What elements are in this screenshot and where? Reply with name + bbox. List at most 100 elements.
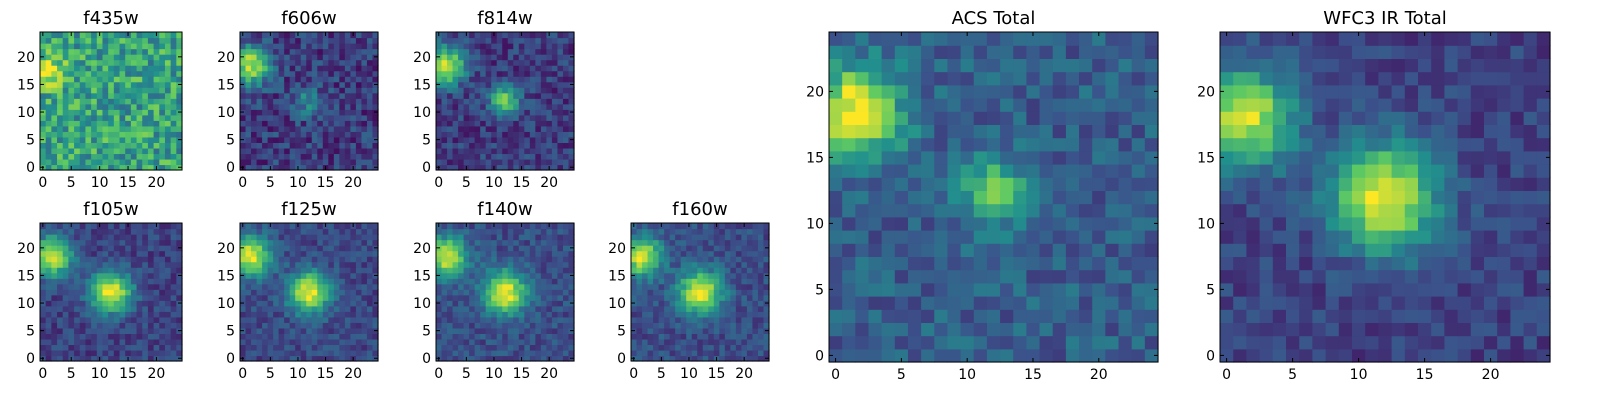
heatmap-cell	[267, 109, 274, 116]
heatmap-cell	[119, 267, 126, 274]
heatmap-cell	[147, 87, 155, 94]
heatmap-cell	[691, 300, 698, 307]
heatmap-cell	[267, 81, 274, 88]
heatmap-cell	[306, 153, 313, 160]
heatmap-cell	[74, 234, 81, 241]
heatmap-cell	[557, 234, 564, 241]
heatmap-cell	[491, 349, 498, 357]
heatmap-cell	[136, 70, 143, 77]
heatmap-cell	[1131, 177, 1146, 191]
heatmap-cell	[702, 256, 709, 263]
heatmap-cell	[344, 142, 351, 149]
heatmap-cell	[480, 338, 487, 346]
y-tick-label: 5	[26, 324, 35, 340]
heatmap-cell	[1118, 322, 1133, 337]
heatmap-cell	[474, 278, 481, 285]
heatmap-cell	[1092, 322, 1106, 337]
heatmap-cell	[1079, 322, 1093, 337]
heatmap-cell	[164, 109, 172, 116]
heatmap-cell	[355, 109, 363, 116]
heatmap-cell	[51, 114, 58, 121]
heatmap-cell	[502, 344, 509, 351]
heatmap-cell	[91, 114, 98, 121]
heatmap-cell	[934, 164, 949, 178]
heatmap-cell	[300, 103, 307, 110]
heatmap-cell	[295, 65, 302, 72]
heatmap-cell	[300, 322, 307, 329]
heatmap-cell	[669, 305, 676, 312]
heatmap-cell	[295, 300, 302, 307]
heatmap-cell	[142, 289, 149, 296]
heatmap-cell	[436, 114, 443, 121]
heatmap-cell	[119, 87, 126, 94]
heatmap-cell	[529, 98, 536, 105]
heatmap-cell	[480, 294, 487, 301]
heatmap-cell	[91, 70, 98, 77]
heatmap-cell	[366, 300, 374, 307]
heatmap-cell	[68, 278, 75, 285]
heatmap-cell	[289, 109, 296, 116]
heatmap-cell	[102, 164, 109, 171]
heatmap-cell	[85, 92, 92, 99]
heatmap-cell	[372, 278, 379, 285]
heatmap-cell	[568, 114, 575, 121]
heatmap-cell	[350, 43, 357, 50]
heatmap-cell	[91, 338, 98, 346]
heatmap-cell	[289, 289, 296, 296]
heatmap-cell	[1013, 335, 1027, 350]
heatmap-cell	[436, 59, 443, 66]
heatmap-cell	[524, 142, 531, 149]
heatmap-cell	[757, 223, 765, 230]
heatmap-cell	[973, 190, 988, 205]
heatmap-cell	[113, 322, 121, 329]
heatmap-cell	[636, 272, 643, 279]
heatmap-cell	[355, 278, 363, 285]
heatmap-cell	[372, 142, 379, 149]
heatmap-cell	[1026, 269, 1041, 284]
heatmap-cell	[262, 256, 269, 263]
heatmap-cell	[57, 120, 64, 127]
heatmap-cell	[697, 355, 704, 362]
heatmap-cell	[262, 37, 269, 44]
heatmap-cell	[344, 327, 351, 334]
heatmap-cell	[57, 283, 64, 290]
heatmap-cell	[62, 327, 69, 334]
heatmap-cell	[524, 311, 531, 318]
heatmap-cell	[91, 283, 98, 290]
heatmap-cell	[653, 283, 660, 290]
heatmap-cell	[691, 327, 698, 334]
heatmap-cell	[170, 142, 177, 149]
heatmap-cell	[680, 256, 687, 263]
y-tick-label: 15	[413, 268, 431, 284]
heatmap-cell	[147, 136, 155, 143]
heatmap-cell	[724, 256, 731, 263]
heatmap-cell	[311, 59, 318, 66]
heatmap-cell	[697, 245, 704, 252]
heatmap-cell	[713, 316, 720, 323]
heatmap-cell	[113, 120, 121, 127]
heatmap-cell	[474, 76, 481, 83]
heatmap-cell	[829, 216, 843, 231]
heatmap-cell	[496, 120, 503, 127]
heatmap-cell	[51, 37, 58, 44]
heatmap-cell	[273, 305, 280, 312]
heatmap-cell	[485, 294, 492, 301]
heatmap-cell	[441, 316, 448, 323]
heatmap-cell	[496, 311, 503, 318]
heatmap-cell	[474, 32, 481, 39]
heatmap-cell	[289, 272, 296, 279]
heatmap-cell	[540, 37, 547, 44]
heatmap-cell	[502, 349, 509, 357]
heatmap-cell	[518, 250, 525, 257]
heatmap-cell	[491, 333, 498, 340]
heatmap-cell	[262, 103, 269, 110]
heatmap-cell	[529, 87, 536, 94]
heatmap-cell	[366, 147, 374, 155]
heatmap-cell	[675, 289, 682, 296]
heatmap-cell	[278, 289, 285, 296]
heatmap-cell	[535, 261, 542, 268]
heatmap-cell	[436, 70, 443, 77]
heatmap-cell	[713, 333, 720, 340]
heatmap-cell	[881, 296, 896, 310]
heatmap-cells	[631, 223, 770, 362]
